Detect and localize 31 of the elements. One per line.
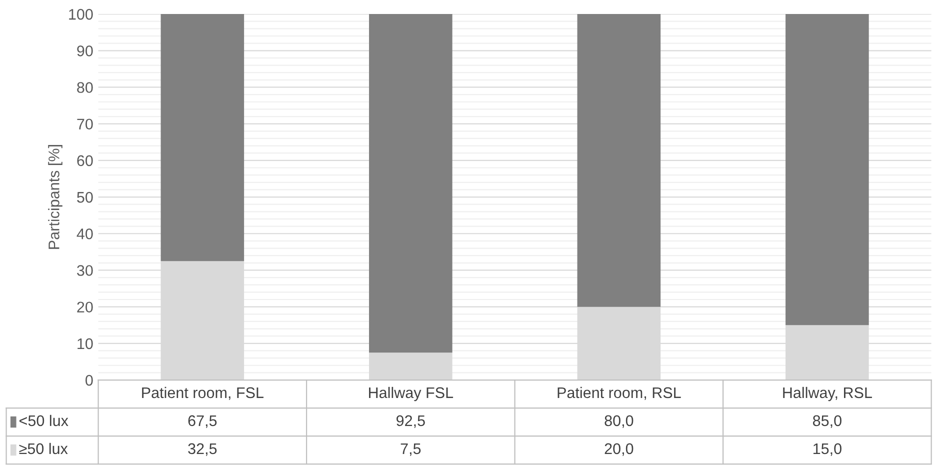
y-tick-label: 90 [77,46,93,56]
x-tick-label: Patient room, FSL [142,386,264,400]
y-tick-label: 10 [78,338,93,350]
x-tick-label: Hallway FSL [369,386,454,402]
data-label: 7,5 [400,443,421,456]
y-tick-label: 40 [76,228,93,240]
x-tick-label: Patient room, RSL [558,386,681,400]
bar [369,14,452,353]
y-tick-label: 50 [77,192,93,203]
y-tick-label: 80 [77,82,93,93]
legend-label: <50 lux [20,414,68,426]
y-tick-label: 60 [77,155,93,166]
data-label: 92,5 [396,415,425,428]
data-label: 80,0 [604,415,634,428]
bar [786,14,869,326]
data-label: 85,0 [812,415,842,428]
y-tick-label: 20 [77,302,93,313]
bar [577,14,661,307]
data-label: 20,0 [604,443,634,456]
y-axis-title: Participants [%] [48,145,62,249]
x-tick-label: Hallway, RSL [783,386,872,402]
data-label: 15,0 [813,443,842,456]
y-tick-label: 100 [69,8,93,20]
legend-label: ≥50 lux [19,442,68,454]
y-tick-label: 70 [77,118,93,130]
data-label: 32,5 [188,443,217,456]
bar [160,14,244,262]
y-tick-label: 0 [86,374,93,386]
y-tick-label: 30 [77,265,93,276]
data-label: 67,5 [188,415,217,428]
bar [369,352,452,380]
